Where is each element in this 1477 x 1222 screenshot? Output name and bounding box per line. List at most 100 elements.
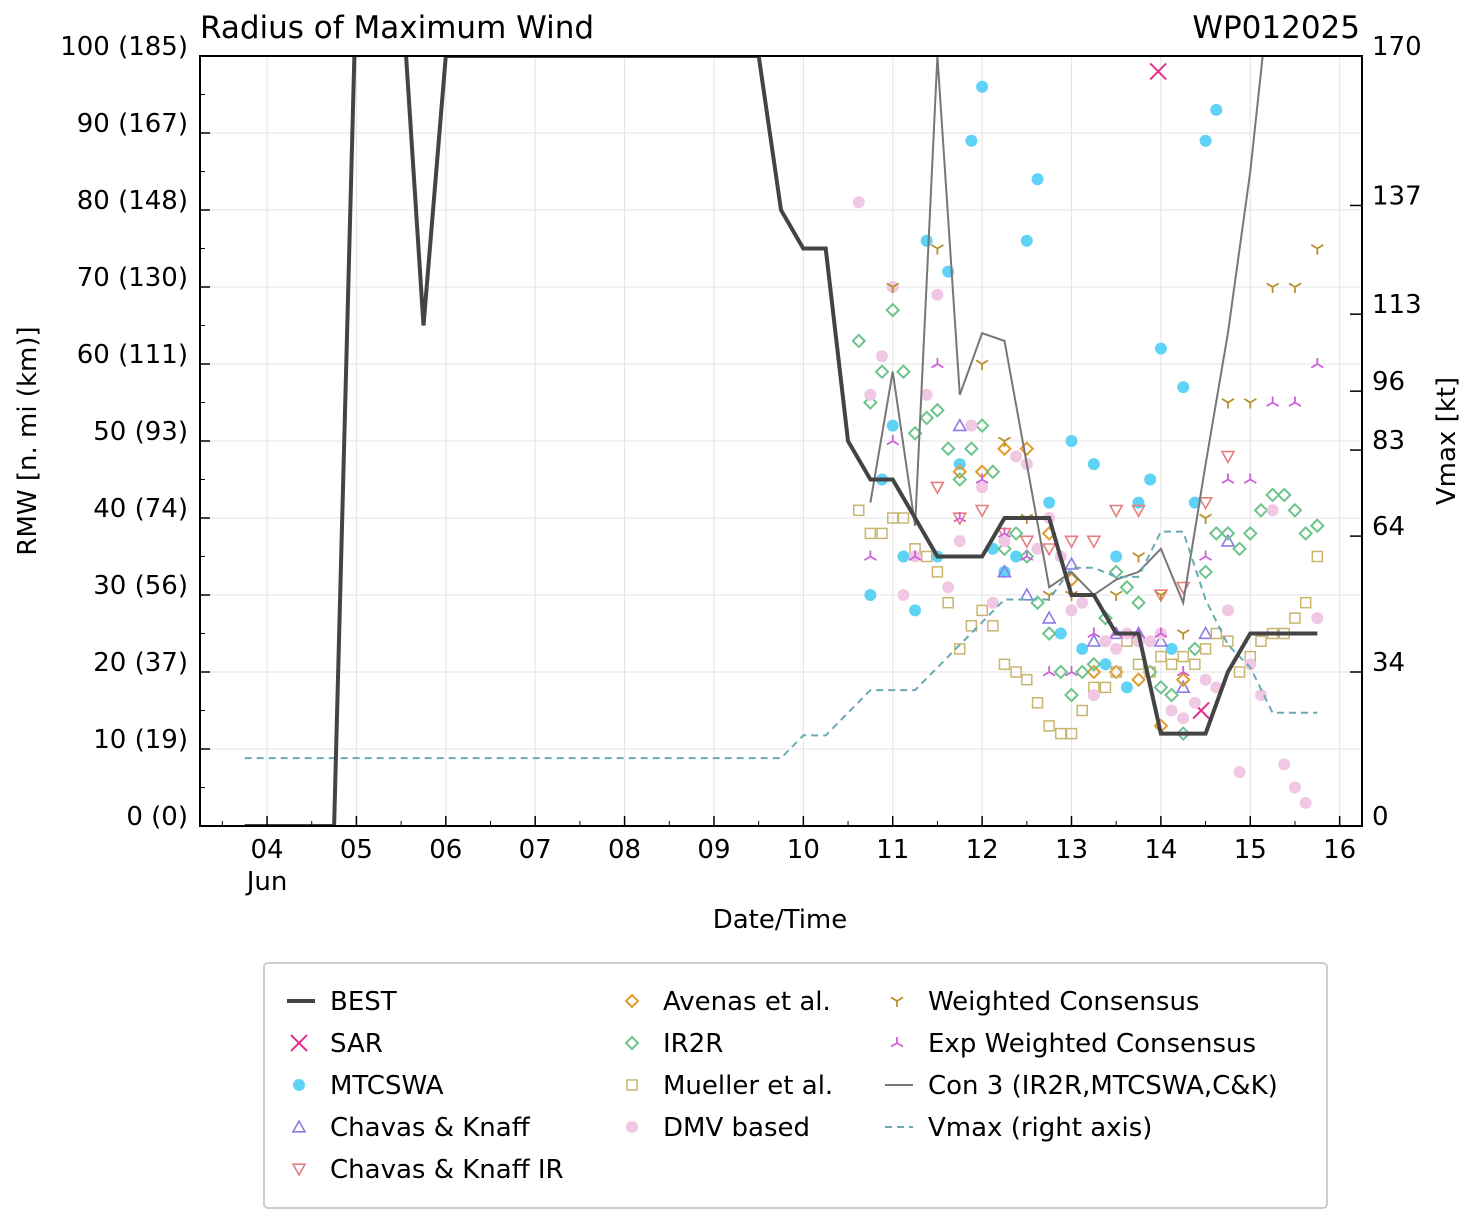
series-line-best <box>244 56 1318 826</box>
legend-label: Exp Weighted Consensus <box>928 1029 1256 1059</box>
y2-tick-label: 34 <box>1372 648 1405 678</box>
data-point-mtcswa <box>965 134 978 147</box>
data-point-mueller-et-al <box>931 566 944 578</box>
data-point-exp-weighted-consensus <box>1221 473 1235 484</box>
data-point-mueller-et-al <box>1299 596 1312 609</box>
data-point-chavas-knaff <box>997 564 1012 578</box>
data-point-chavas-knaff-ir <box>1108 504 1124 518</box>
data-point-mueller-et-al <box>1031 697 1044 709</box>
data-point-chavas-knaff <box>1175 679 1191 693</box>
data-point-mtcswa <box>976 80 989 93</box>
legend-item-sar: SAR <box>290 1029 383 1059</box>
data-point-chavas-knaff <box>1086 633 1102 647</box>
data-point-dmv-based <box>942 581 955 594</box>
data-point-ir2r <box>1119 579 1135 595</box>
data-point-dmv-based <box>1165 704 1178 717</box>
x-tick-label: 04 <box>250 835 283 865</box>
data-point-mtcswa <box>1043 496 1056 509</box>
data-point-dmv-based <box>920 388 933 401</box>
data-point-mueller-et-al <box>1010 666 1022 678</box>
data-point-ir2r <box>1208 525 1224 541</box>
data-point-mtcswa <box>1144 473 1157 486</box>
data-point-dmv-based <box>998 535 1011 548</box>
legend-swatch <box>291 1119 307 1133</box>
y2-tick-label: 96 <box>1372 367 1405 397</box>
y-tick-label: 10 (19) <box>93 725 188 755</box>
data-point-weighted-consensus <box>1132 552 1146 563</box>
legend-label: Weighted Consensus <box>928 987 1199 1017</box>
data-point-exp-weighted-consensus <box>1176 666 1190 677</box>
x-month-label: Jun <box>245 867 288 897</box>
data-point-mueller-et-al <box>1311 550 1324 563</box>
data-point-mueller-et-al <box>965 620 978 632</box>
legend-item-mueller-et-al: Mueller et al. <box>626 1071 833 1101</box>
data-point-mueller-et-al <box>1255 635 1267 647</box>
data-point-mueller-et-al <box>1043 720 1055 732</box>
series-mtcswa <box>864 80 1223 694</box>
data-point-mueller-et-al <box>976 604 988 617</box>
data-point-dmv-based <box>864 388 877 401</box>
data-point-dmv-based <box>1311 612 1324 625</box>
series-chavas-knaff-ir <box>930 450 1236 603</box>
x-tick-label: 09 <box>697 835 730 865</box>
data-point-weighted-consensus <box>1154 590 1168 601</box>
y2-tick-label: 64 <box>1372 512 1405 542</box>
data-point-chavas-knaff-ir <box>930 481 945 495</box>
data-point-mueller-et-al <box>1177 650 1189 663</box>
data-point-ir2r <box>896 364 911 380</box>
data-point-ir2r <box>1086 656 1102 672</box>
data-point-mueller-et-al <box>1199 643 1212 655</box>
data-point-dmv-based <box>1266 504 1279 517</box>
data-point-mueller-et-al <box>1289 612 1301 624</box>
y-tick-label: 30 (56) <box>93 571 188 601</box>
legend-label: Avenas et al. <box>663 987 831 1017</box>
data-point-exp-weighted-consensus <box>975 473 989 484</box>
data-point-chavas-knaff <box>1220 533 1236 547</box>
data-point-dmv-based <box>931 288 944 301</box>
data-point-dmv-based <box>852 196 865 209</box>
data-point-exp-weighted-consensus <box>930 358 944 369</box>
data-point-chavas-knaff-ir <box>1041 543 1057 557</box>
data-point-chavas-knaff <box>1041 610 1057 624</box>
data-point-ir2r <box>940 441 956 457</box>
data-point-mueller-et-al <box>942 596 954 609</box>
data-point-chavas-knaff <box>952 417 968 432</box>
data-point-weighted-consensus <box>1310 244 1324 255</box>
data-point-ir2r <box>862 395 878 410</box>
legend-label: BEST <box>330 987 397 1017</box>
data-point-ir2r <box>1131 595 1146 611</box>
data-point-exp-weighted-consensus <box>1154 627 1168 638</box>
data-point-dmv-based <box>1188 696 1201 709</box>
y-axis-label: RMW [n. mi (km)] <box>13 326 43 555</box>
data-point-mueller-et-al <box>1076 704 1088 717</box>
data-point-exp-weighted-consensus <box>1266 396 1280 407</box>
data-point-ir2r <box>963 441 979 457</box>
data-point-mtcswa <box>1010 550 1023 563</box>
data-point-avenas-et-al <box>1131 672 1146 688</box>
legend-swatch <box>890 1037 904 1048</box>
y2-tick-label: 113 <box>1372 290 1422 320</box>
data-point-dmv-based <box>1221 604 1234 617</box>
data-point-dmv-based <box>1087 689 1100 702</box>
data-point-mtcswa <box>864 589 877 601</box>
data-point-exp-weighted-consensus <box>953 512 967 523</box>
data-point-chavas-knaff <box>1198 625 1213 640</box>
data-point-weighted-consensus <box>886 282 900 293</box>
x-tick-label: 13 <box>1055 835 1088 865</box>
series-sar <box>1149 62 1210 720</box>
data-point-mueller-et-al <box>998 658 1011 671</box>
data-point-mtcswa <box>909 604 922 617</box>
x-tick-label: 12 <box>966 835 999 865</box>
data-point-ir2r <box>1198 564 1213 580</box>
data-point-chavas-knaff <box>1153 633 1169 647</box>
y2-axis-label: Vmax [kt] <box>1432 377 1462 505</box>
data-point-ir2r <box>1265 487 1281 503</box>
data-point-mueller-et-al <box>897 512 910 524</box>
data-point-ir2r <box>1019 549 1035 564</box>
data-point-dmv-based <box>1177 712 1190 725</box>
data-point-weighted-consensus <box>1199 513 1213 524</box>
data-point-mueller-et-al <box>1233 666 1246 678</box>
y-tick-label: 90 (167) <box>77 109 188 139</box>
series-ir2r <box>851 302 1325 742</box>
